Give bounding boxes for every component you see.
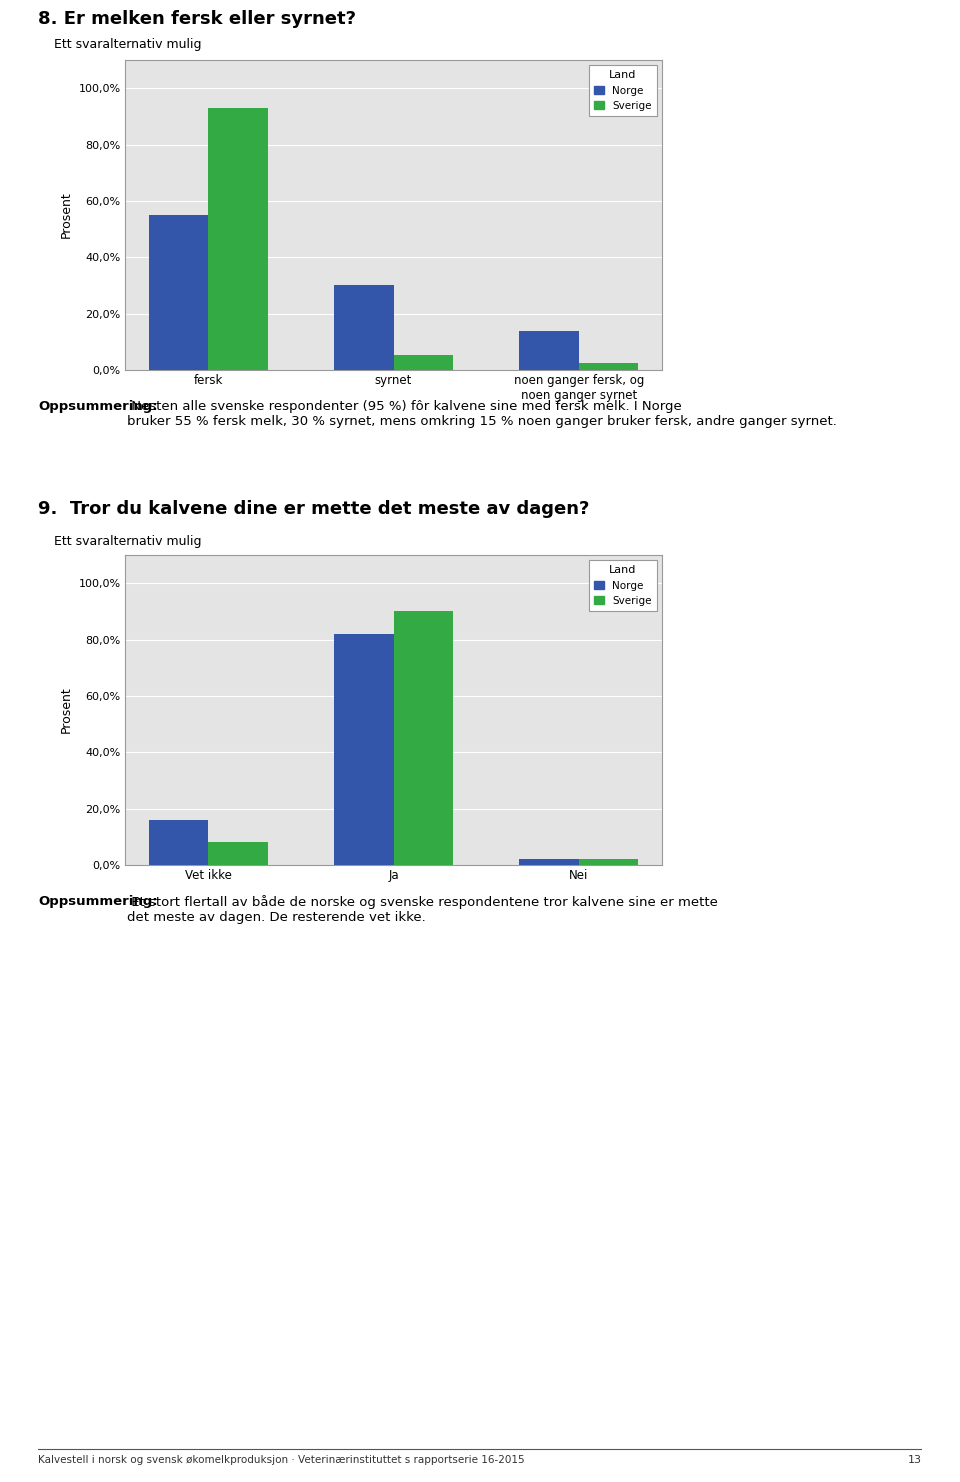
Bar bbox=[394, 612, 453, 865]
Text: Oppsummering:: Oppsummering: bbox=[38, 895, 158, 908]
Bar bbox=[519, 330, 579, 370]
Text: Ett svaralternativ mulig: Ett svaralternativ mulig bbox=[38, 39, 202, 50]
Bar bbox=[149, 215, 208, 370]
Text: Oppsummering: Nesten alle svenske respondenter (95 %) fôr kalvene sine med fersk: Oppsummering: Nesten alle svenske respon… bbox=[38, 400, 748, 428]
Text: Ett svaralternativ mulig: Ett svaralternativ mulig bbox=[38, 535, 202, 548]
Bar bbox=[519, 860, 579, 865]
Legend: Norge, Sverige: Norge, Sverige bbox=[588, 65, 658, 116]
Legend: Norge, Sverige: Norge, Sverige bbox=[588, 560, 658, 611]
Text: 9.  Tror du kalvene dine er mette det meste av dagen?: 9. Tror du kalvene dine er mette det mes… bbox=[38, 499, 589, 519]
Bar bbox=[334, 634, 394, 865]
Y-axis label: Prosent: Prosent bbox=[60, 191, 73, 239]
Text: Et stort flertall av både de norske og svenske respondentene tror kalvene sine e: Et stort flertall av både de norske og s… bbox=[127, 895, 717, 923]
Text: Oppsummering:: Oppsummering: bbox=[38, 400, 158, 413]
Text: Kalvestell i norsk og svensk økomelkproduksjon · Veterinærinstituttet s rapports: Kalvestell i norsk og svensk økomelkprod… bbox=[38, 1455, 525, 1466]
Bar bbox=[208, 842, 268, 865]
Bar bbox=[208, 108, 268, 370]
Bar bbox=[334, 286, 394, 370]
Text: 13: 13 bbox=[907, 1455, 922, 1466]
Text: 8. Er melken fersk eller syrnet?: 8. Er melken fersk eller syrnet? bbox=[38, 10, 356, 28]
Bar bbox=[149, 820, 208, 865]
Y-axis label: Prosent: Prosent bbox=[60, 686, 73, 734]
Text: Nesten alle svenske respondenter (95 %) fôr kalvene sine med fersk melk. I Norge: Nesten alle svenske respondenter (95 %) … bbox=[127, 400, 836, 428]
Bar bbox=[579, 363, 638, 370]
Bar bbox=[394, 354, 453, 370]
Bar bbox=[579, 860, 638, 865]
